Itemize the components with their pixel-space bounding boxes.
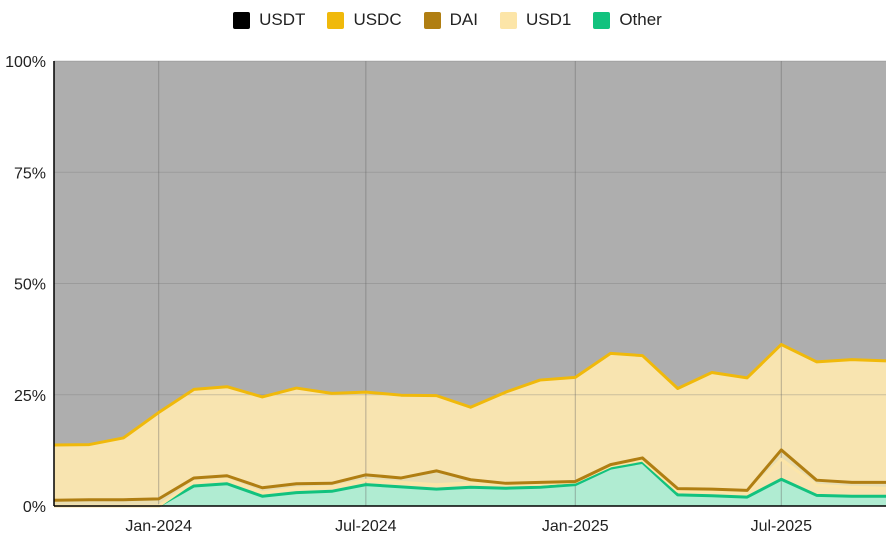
legend-swatch bbox=[423, 11, 441, 29]
y-tick-label: 50% bbox=[14, 277, 46, 294]
legend-item-usd1[interactable]: USD1 bbox=[499, 10, 572, 30]
y-tick-label: 75% bbox=[14, 165, 46, 182]
y-tick-label: 0% bbox=[23, 499, 46, 516]
legend-label: USDT bbox=[259, 10, 306, 29]
legend-label: USD1 bbox=[525, 10, 572, 29]
y-tick-label: 100% bbox=[5, 54, 46, 71]
line-usdc bbox=[53, 342, 887, 447]
legend-label: USDC bbox=[353, 10, 402, 29]
legend-swatch bbox=[499, 11, 517, 29]
line-other bbox=[54, 460, 886, 508]
area-usdc bbox=[54, 344, 886, 501]
legend-swatch bbox=[327, 11, 345, 29]
legend-swatch bbox=[593, 11, 611, 29]
legend-item-dai[interactable]: DAI bbox=[423, 10, 478, 30]
legend-item-usdc[interactable]: USDC bbox=[327, 10, 402, 30]
legend-label: Other bbox=[619, 10, 662, 29]
x-tick-label: Jan-2024 bbox=[125, 518, 192, 535]
legend: USDT USDC DAI USD1 Other bbox=[0, 8, 895, 32]
legend-item-usdt[interactable]: USDT bbox=[233, 10, 305, 30]
x-tick-label: Jul-2024 bbox=[335, 518, 396, 535]
x-tick-label: Jul-2025 bbox=[751, 518, 812, 535]
line-usd1 bbox=[54, 457, 887, 508]
area-usdt bbox=[54, 61, 886, 446]
y-tick-label: 25% bbox=[14, 388, 46, 405]
legend-label: DAI bbox=[449, 10, 478, 29]
legend-swatch bbox=[233, 11, 251, 29]
x-tick-label: Jan-2025 bbox=[542, 518, 609, 535]
line-dai bbox=[53, 448, 886, 502]
legend-item-other[interactable]: Other bbox=[593, 10, 662, 30]
